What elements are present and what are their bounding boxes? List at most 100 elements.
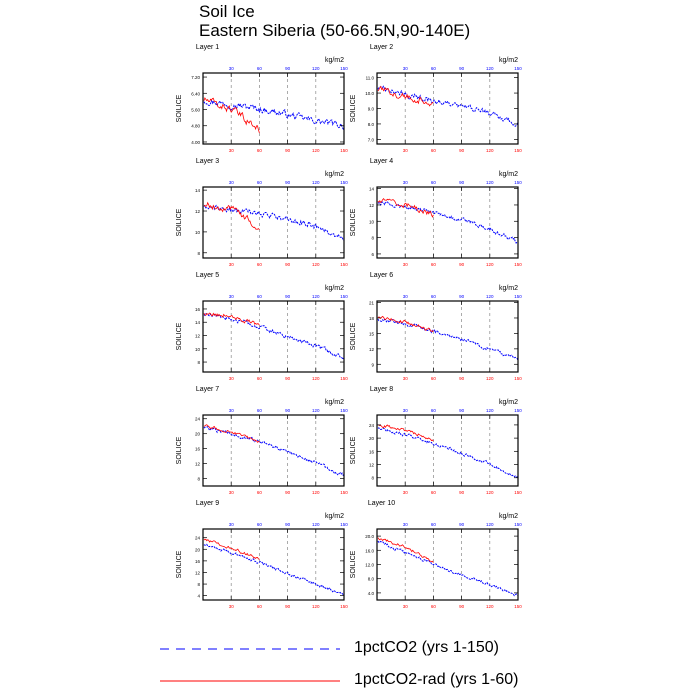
x-tick-label-top: 150 [340,180,348,185]
y-tick-label: 12 [195,462,201,467]
y-tick-label: 24 [195,417,201,422]
y-tick-label: 12 [369,203,375,208]
x-tick-label-bottom: 120 [312,604,320,609]
x-tick-label-top: 90 [459,66,465,71]
series-line-1pctco2-rad [203,201,260,230]
series-line-1pctco2 [203,99,345,130]
y-tick-label: 4.00 [191,140,200,145]
x-tick-label-top: 60 [257,180,263,185]
x-tick-label-bottom: 60 [257,490,263,495]
x-tick-label-bottom: 60 [431,262,437,267]
plot-frame [202,186,345,259]
x-tick-label-bottom: 150 [514,604,522,609]
series-line-1pctco2 [377,540,519,597]
x-tick-label-top: 150 [340,294,348,299]
x-tick-label-top: 120 [486,66,494,71]
x-tick-label-bottom: 90 [459,490,465,495]
series-line-1pctco2 [377,85,519,127]
series-line-1pctco2-rad [377,315,434,333]
panel-units: kg/m2 [499,171,518,178]
x-tick-label-bottom: 120 [312,148,320,153]
x-tick-label-bottom: 60 [431,604,437,609]
x-tick-label-top: 30 [229,522,235,527]
x-tick-label-top: 60 [431,180,437,185]
panel-4: Layer 4 kg/m2 6 8 10 12 14 30 60 90 120 150 30 60 90 12… [350,158,522,267]
y-tick-label: 12 [195,209,201,214]
y-tick-label: 21 [369,301,375,306]
y-tick-label: 16 [195,307,201,312]
y-tick-label: 16 [195,447,201,452]
y-tick-label: 8 [197,477,200,482]
x-tick-label-top: 90 [459,408,465,413]
panel-units: kg/m2 [325,399,344,406]
x-tick-label-top: 30 [403,180,409,185]
x-tick-label-bottom: 90 [459,262,465,267]
panel-3: Layer 3 kg/m2 8 10 12 14 30 60 90 120 150 30 60 90 120… [176,158,348,267]
x-tick-label-bottom: 120 [486,490,494,495]
x-tick-label-top: 30 [229,408,235,413]
y-tick-label: 15 [369,331,375,336]
x-tick-label-top: 30 [403,66,409,71]
x-tick-label-top: 120 [486,180,494,185]
panel-title: Layer 5 [196,272,219,279]
panel-6: Layer 6 kg/m2 9 12 15 18 21 30 60 90 120 150 30 60 90 1… [350,272,522,381]
y-tick-label: 14 [195,188,201,193]
y-tick-label: 4 [197,594,200,599]
x-tick-label-top: 60 [257,294,263,299]
y-axis-label: SOILICE [350,550,357,578]
x-tick-label-top: 90 [285,66,291,71]
y-tick-label: 6 [371,252,374,257]
y-tick-label: 10 [195,347,201,352]
x-tick-label-top: 30 [403,408,409,413]
x-tick-label-bottom: 30 [403,490,409,495]
y-axis-label: SOILICE [176,322,183,350]
x-tick-label-top: 150 [340,408,348,413]
x-tick-label-bottom: 30 [403,376,409,381]
y-tick-label: 16 [195,559,201,564]
y-tick-label: 8 [197,251,200,256]
y-tick-label: 8.0 [368,577,375,582]
y-tick-label: 12.0 [365,563,374,568]
y-tick-label: 20 [369,436,375,441]
x-tick-label-top: 60 [431,522,437,527]
x-tick-label-bottom: 90 [459,376,465,381]
x-tick-label-bottom: 150 [514,148,522,153]
y-axis-label: SOILICE [176,94,183,122]
series-line-1pctco2-rad [203,97,260,134]
panel-units: kg/m2 [325,513,344,520]
x-tick-label-top: 150 [514,66,522,71]
x-tick-label-top: 60 [431,408,437,413]
x-tick-label-bottom: 60 [257,262,263,267]
x-tick-label-bottom: 30 [403,148,409,153]
x-tick-label-top: 60 [431,66,437,71]
x-tick-label-top: 90 [285,180,291,185]
series-line-1pctco2 [377,201,519,244]
x-tick-label-bottom: 60 [257,148,263,153]
x-tick-label-top: 150 [514,408,522,413]
y-tick-label: 20 [195,432,201,437]
figure-title: Soil Ice Eastern Siberia (50-66.5N,90-14… [199,2,470,40]
series-line-1pctco2 [377,318,519,361]
x-tick-label-top: 150 [340,66,348,71]
panel-2: Layer 2 kg/m2 7.0 8.0 9.0 10.0 11.0 30 60 90 120 15… [350,44,522,153]
panel-title: Layer 3 [196,158,219,165]
x-tick-label-top: 120 [312,294,320,299]
x-tick-label-bottom: 150 [514,262,522,267]
y-tick-label: 16.0 [365,548,374,553]
x-tick-label-top: 120 [312,180,320,185]
x-tick-label-bottom: 30 [229,376,235,381]
series-line-1pctco2-rad [203,538,260,560]
x-tick-label-top: 90 [285,408,291,413]
y-tick-label: 12 [195,334,201,339]
panel-title: Layer 7 [196,386,219,393]
x-tick-label-bottom: 150 [340,262,348,267]
x-tick-label-bottom: 60 [431,148,437,153]
x-tick-label-top: 150 [514,294,522,299]
panel-title: Layer 1 [196,44,219,51]
x-tick-label-bottom: 90 [459,604,465,609]
x-tick-label-top: 30 [403,294,409,299]
series-line-1pctco2 [203,543,345,597]
y-tick-label: 10.0 [365,91,374,96]
y-axis-label: SOILICE [350,436,357,464]
x-tick-label-bottom: 120 [486,262,494,267]
